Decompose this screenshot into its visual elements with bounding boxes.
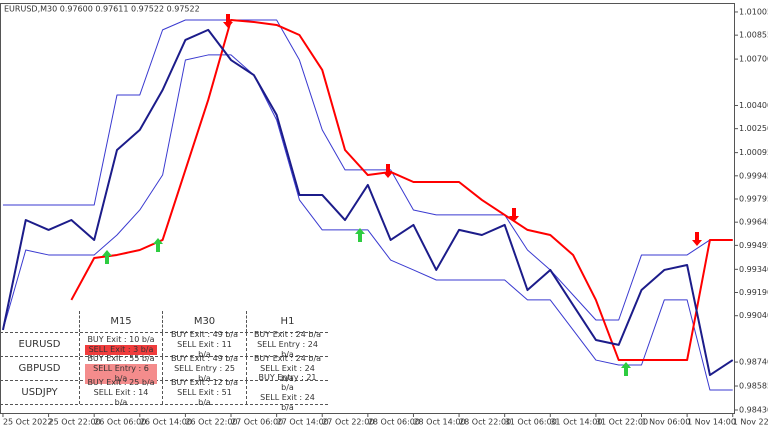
x-tick-label: 25 Oct 2022 — [3, 418, 52, 427]
series-line — [2, 19, 733, 321]
signal-text: BUY Exit : 25 b/a — [87, 377, 155, 387]
signal-text: BUY Exit : 49 b/a — [170, 353, 239, 363]
x-tick-label: 26 Oct 22:00 — [185, 418, 237, 427]
signals — [102, 14, 702, 376]
symbol-cell: EURUSD — [0, 333, 80, 356]
table-row: GBPUSD BUY Exit : 55 b/a SELL Entry : 6 b/… — [0, 353, 328, 384]
x-tick-label: 28 Oct 06:00 — [368, 418, 420, 427]
series-line — [1, 28, 734, 377]
table-header: M15 M30 H1 — [0, 311, 328, 333]
signal-cell: BUY Exit : 49 b/a SELL Entry : 25 b/a — [163, 353, 247, 383]
y-tick-label: 1.00400 — [739, 101, 768, 110]
x-tick-label: 28 Oct 22:00 — [459, 418, 511, 427]
corner-cell — [0, 311, 80, 332]
y-tick-label: 1.00700 — [739, 55, 768, 64]
x-tick-label: 25 Oct 22:00 — [49, 418, 101, 427]
signal-text: SELL Exit : 3 b/a — [85, 344, 157, 355]
signal-text: BUY Exit : 24 b/a — [253, 329, 322, 339]
y-tick-label: 0.99945 — [739, 171, 768, 180]
plot-frame — [0, 3, 735, 414]
x-tick-label: 1 Nov 06:00 — [642, 418, 691, 427]
signal-text: SELL Entry : 25 b/a — [174, 363, 235, 383]
signal-text: SELL Exit : 14 b/a — [93, 387, 149, 407]
signal-cell: BUY Exit : 25 b/a SELL Exit : 14 b/a — [80, 377, 163, 407]
y-tick-label: 0.98430 — [739, 405, 768, 414]
x-tick-label: 28 Oct 14:00 — [413, 418, 465, 427]
y-tick-label: 1.00250 — [739, 124, 768, 133]
series-line — [2, 54, 733, 391]
y-tick-label: 1.00095 — [739, 148, 768, 157]
signal-cell: BUY Exit : 12 b/a SELL Exit : 51 b/a — [163, 377, 247, 407]
x-tick-label: 31 Oct 06:00 — [505, 418, 557, 427]
signal-cell: BUY Entry : 21 b/a SELL Exit : 24 b/a — [247, 373, 328, 412]
y-tick-label: 1.00855 — [739, 31, 768, 40]
x-tick-label: 1 Nov 14:00 — [687, 418, 736, 427]
series-line — [70, 19, 733, 362]
signal-text: BUY Entry : 21 b/a — [258, 372, 317, 392]
x-tick-label: 31 Oct 22:00 — [596, 418, 648, 427]
sell-arrows — [223, 14, 702, 246]
x-tick-label: 27 Oct 14:00 — [277, 418, 329, 427]
signal-cell: BUY Exit : 10 b/a SELL Exit : 3 b/a — [80, 333, 163, 356]
x-tick-label: 27 Oct 06:00 — [231, 418, 283, 427]
signal-table: M15 M30 H1 EURUSD BUY Exit : 10 b/a SELL Exit… — [0, 311, 328, 412]
y-tick-label: 1.01005 — [739, 7, 768, 16]
y-tick-label: 0.99645 — [739, 218, 768, 227]
symbol-cell: GBPUSD — [0, 357, 80, 380]
signal-text: SELL Exit : 24 b/a — [260, 363, 315, 383]
signal-cell: BUY Exit : 24 b/a SELL Exit : 24 b/a — [247, 353, 328, 383]
signal-cell: BUY Exit : 24 b/a SELL Entry : 24 b/a — [247, 329, 328, 359]
signal-cell: BUY Exit : 49 b/a SELL Exit : 11 b/a — [163, 329, 247, 359]
buy-arrows — [102, 228, 631, 376]
signal-text: BUY Exit : 49 b/a — [170, 329, 239, 339]
x-tick-label: 31 Oct 14:00 — [550, 418, 602, 427]
signal-text: SELL Entry : 6 b/a — [85, 363, 157, 384]
signal-text: SELL Entry : 24 b/a — [257, 339, 318, 359]
y-tick-label: 0.98585 — [739, 382, 768, 391]
table-row: EURUSD BUY Exit : 10 b/a SELL Exit : 3 b/a… — [0, 329, 328, 359]
signal-cell: BUY Exit : 55 b/a SELL Entry : 6 b/a — [80, 353, 163, 384]
signal-text: BUY Exit : 24 b/a — [253, 353, 322, 363]
signal-text: BUY Exit : 55 b/a — [87, 353, 155, 363]
signal-text: BUY Exit : 10 b/a — [87, 334, 155, 344]
x-tick-label: 26 Oct 14:00 — [140, 418, 192, 427]
x-tick-label: 26 Oct 06:00 — [94, 418, 146, 427]
y-tick-label: 0.99495 — [739, 241, 768, 250]
x-tick-label: 1 Nov 22:00 — [733, 418, 768, 427]
x-tick-label: 27 Oct 22:00 — [322, 418, 374, 427]
signal-text: SELL Exit : 24 b/a — [260, 392, 315, 412]
signal-text: SELL Exit : 51 b/a — [177, 387, 232, 407]
timeframe-header: H1 — [280, 316, 295, 327]
signal-text: BUY Exit : 12 b/a — [170, 377, 239, 387]
table-row: USDJPY BUY Exit : 25 b/a SELL Exit : 14 b/… — [0, 373, 328, 412]
signal-text: SELL Exit : 11 b/a — [177, 339, 232, 359]
timeframe-header: M15 — [80, 311, 163, 332]
chart-title: EURUSD,M30 0.97600 0.97611 0.97522 0.975… — [4, 5, 200, 14]
timeframe-header: M30 — [163, 311, 247, 332]
symbol-cell: USDJPY — [0, 381, 80, 404]
y-tick-label: 0.99795 — [739, 194, 768, 203]
